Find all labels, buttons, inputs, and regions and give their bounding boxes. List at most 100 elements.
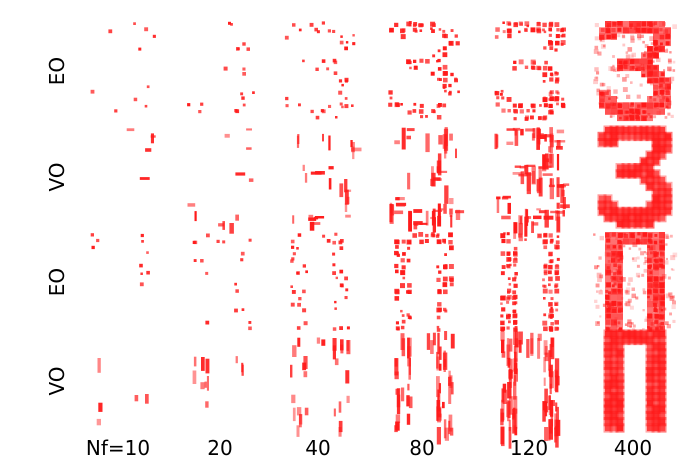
shape-fill: [617, 319, 623, 326]
streak-mark: [407, 383, 410, 391]
shape-core: [653, 399, 659, 407]
streak-mark: [431, 172, 436, 187]
streak-mark: [200, 382, 205, 390]
noise-dot: [639, 29, 642, 32]
noise-dot: [648, 298, 651, 302]
shape-core: [647, 183, 653, 190]
pixel-dot: [543, 245, 548, 250]
shape-fill: [611, 27, 617, 34]
streak-mark: [432, 332, 436, 346]
shape-core: [605, 387, 611, 394]
streak-mark: [413, 222, 419, 226]
noise-dot: [632, 327, 636, 331]
pixel-dot: [90, 89, 95, 94]
pixel-dot: [240, 258, 244, 262]
noise-dot: [642, 328, 645, 331]
noise-dot: [670, 296, 674, 300]
shape-fill: [635, 21, 641, 28]
noise-dot: [627, 299, 631, 303]
streak-mark: [408, 396, 413, 409]
noise-dot: [642, 290, 647, 295]
streak-mark: [518, 340, 522, 353]
shape-fill: [653, 27, 659, 34]
shape-core: [605, 139, 611, 146]
shape-fill: [611, 325, 617, 333]
shape-core: [641, 177, 647, 184]
shape-fill: [605, 325, 611, 333]
noise-dot: [625, 301, 631, 307]
noise-dot: [665, 293, 671, 299]
streak-mark: [518, 331, 523, 345]
streak-mark: [297, 337, 301, 347]
pixel-dot: [500, 233, 506, 239]
shape-fill: [665, 96, 671, 103]
shape-fill: [659, 238, 665, 245]
noise-dot: [593, 233, 596, 236]
shape-core: [617, 424, 623, 432]
pixel-dot: [501, 108, 506, 113]
shape-core: [641, 158, 647, 165]
shape-fill: [647, 52, 653, 59]
shape-core: [659, 177, 665, 184]
streak-mark: [296, 425, 300, 437]
pixel-dot: [454, 34, 458, 38]
noise-dot: [622, 87, 628, 92]
pixel-dot: [296, 326, 301, 330]
noise-dot: [623, 62, 628, 66]
shape-core: [605, 202, 611, 209]
pixel-dot: [555, 276, 560, 281]
pixel-dot: [335, 276, 338, 280]
shape-fill: [611, 300, 617, 308]
shape-fill: [659, 294, 665, 301]
streak-mark: [496, 196, 501, 200]
streak-mark: [408, 357, 411, 380]
pixel-dot: [432, 54, 436, 58]
pixel-dot: [345, 41, 349, 44]
noise-dot: [618, 103, 623, 108]
pixel-dot: [555, 245, 560, 250]
noise-dot: [628, 247, 632, 250]
shape-core: [623, 337, 629, 344]
pixel-dot: [394, 263, 399, 269]
shape-fill: [623, 102, 629, 109]
shape-core: [629, 127, 635, 134]
shape-core: [647, 158, 653, 165]
noise-dot: [611, 104, 614, 107]
pixel-dot: [513, 60, 517, 64]
shape-core: [659, 133, 665, 140]
streak-mark: [408, 337, 412, 357]
pixel-dot: [395, 269, 399, 274]
noise-dot: [663, 233, 669, 239]
noise-dot: [630, 36, 635, 41]
noise-dot: [606, 89, 610, 93]
shape-fill: [653, 313, 659, 320]
shape-fill: [653, 300, 659, 308]
pixel-dot: [506, 239, 511, 244]
shape-core: [629, 331, 635, 338]
pixel-dot: [419, 58, 424, 63]
pixel-dot: [284, 35, 289, 40]
shape-fill: [611, 269, 617, 276]
streak-mark: [530, 338, 534, 356]
noise-dot: [651, 22, 656, 27]
streak-mark: [520, 128, 524, 136]
streak-mark: [309, 221, 315, 231]
pixel-dot: [436, 233, 440, 237]
reconstruction-image: [388, 21, 460, 120]
shape-fill: [617, 244, 623, 251]
streak-mark: [512, 407, 515, 418]
pixel-dot: [512, 66, 517, 71]
reconstruction-image: [187, 128, 254, 234]
pixel-dot: [555, 40, 560, 46]
pixel-dot: [542, 288, 548, 294]
noise-dot: [650, 245, 656, 251]
streak-mark: [350, 140, 353, 148]
streak-mark: [395, 414, 401, 423]
pixel-dot: [335, 116, 338, 119]
pixel-dot: [241, 308, 245, 311]
pixel-dot: [436, 325, 440, 329]
noise-dot: [610, 66, 616, 72]
pixel-dot: [551, 238, 554, 242]
noise-dot: [622, 35, 626, 39]
streak-mark: [150, 133, 154, 144]
